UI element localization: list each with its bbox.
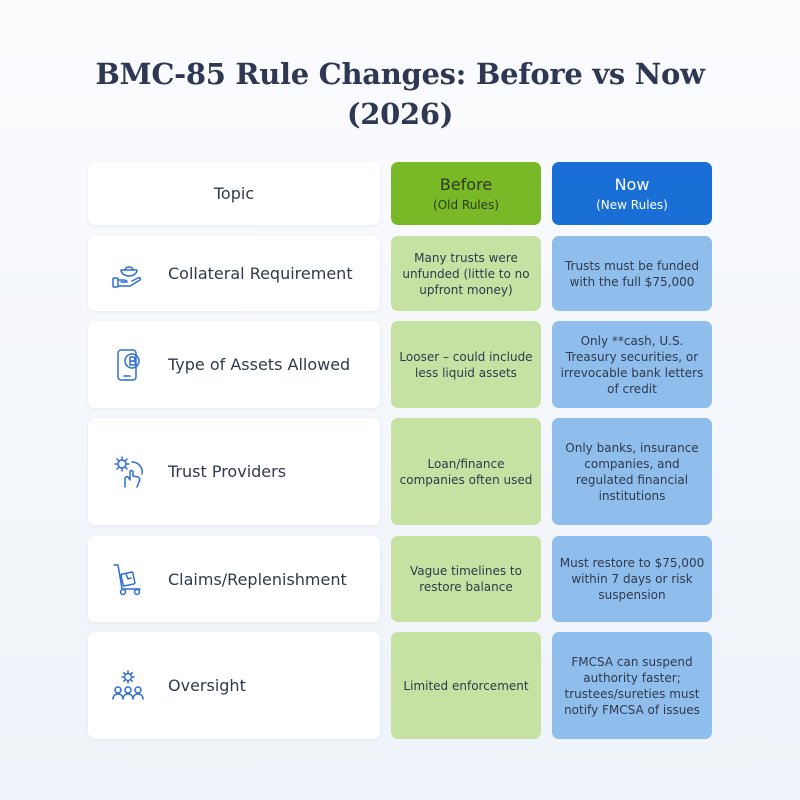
row-collateral-label: Collateral Requirement [168, 264, 353, 283]
row-oversight-before-text: Limited enforcement [403, 678, 529, 693]
header-before: Before (Old Rules) [391, 162, 541, 225]
row-oversight-label: Oversight [168, 676, 246, 695]
title-line-2: (2026) [346, 97, 454, 131]
row-claims-label: Claims/Replenishment [168, 569, 347, 589]
row-providers-now: Only banks, insurance companies, and reg… [552, 418, 712, 525]
header-before-label: Before [439, 174, 493, 194]
page-title: BMC-85 Rule Changes: Before vs Now (2026… [40, 54, 760, 134]
row-providers-before: Loan/finance companies often used [391, 418, 541, 525]
hand-truck-icon [110, 561, 146, 597]
row-collateral-now: Trusts must be funded with the full $75,… [552, 236, 712, 311]
header-topic: Topic [88, 162, 380, 225]
header-now: Now (New Rules) [552, 162, 712, 225]
row-claims-before: Vague timelines to restore balance [391, 536, 541, 622]
row-collateral-now-text: Trusts must be funded with the full $75,… [564, 258, 700, 289]
row-assets-label: Type of Assets Allowed [168, 355, 351, 374]
row-oversight-now: FMCSA can suspend authority faster; trus… [552, 632, 712, 739]
row-collateral-before: Many trusts were unfunded (little to no … [391, 236, 541, 311]
row-oversight-topic: Oversight [88, 632, 380, 739]
row-assets-before: Looser – could include less liquid asset… [391, 321, 541, 408]
row-assets-now: Only **cash, U.S. Treasury securities, o… [552, 321, 712, 408]
header-now-label: Now [614, 174, 650, 194]
row-providers-label: Trust Providers [168, 462, 287, 481]
row-claims-now: Must restore to $75,000 within 7 days or… [552, 536, 712, 622]
header-before-sublabel: (Old Rules) [433, 197, 499, 212]
team-gear-icon [110, 668, 146, 704]
header-topic-label: Topic [213, 184, 255, 203]
row-collateral-before-text: Many trusts were unfunded (little to no … [402, 250, 530, 297]
row-assets-now-text: Only **cash, U.S. Treasury securities, o… [560, 333, 704, 396]
row-claims-before-text: Vague timelines to restore balance [410, 564, 522, 594]
row-assets-before-text: Looser – could include less liquid asset… [399, 349, 533, 380]
header-now-sublabel: (New Rules) [596, 197, 668, 212]
hand-holding-bowl-icon [110, 256, 146, 292]
row-assets-topic: Type of Assets Allowed [88, 321, 380, 408]
phone-coin-icon [110, 347, 146, 383]
row-providers-before-text: Loan/finance companies often used [399, 456, 533, 487]
hand-gear-icon [110, 454, 146, 490]
row-oversight-before: Limited enforcement [391, 632, 541, 739]
row-providers-now-text: Only banks, insurance companies, and reg… [565, 440, 699, 503]
row-oversight-now-text: FMCSA can suspend authority faster; trus… [564, 654, 700, 717]
row-claims-now-text: Must restore to $75,000 within 7 days or… [559, 556, 705, 602]
row-claims-topic: Claims/Replenishment [88, 536, 380, 622]
title-line-1: BMC-85 Rule Changes: Before vs Now [95, 57, 705, 91]
row-providers-topic: Trust Providers [88, 418, 380, 525]
row-collateral-topic: Collateral Requirement [88, 236, 380, 311]
